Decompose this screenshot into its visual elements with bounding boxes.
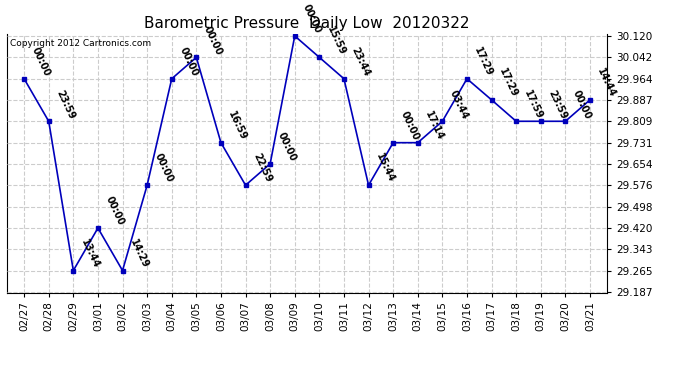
Text: 00:00: 00:00	[276, 131, 298, 163]
Text: 17:59: 17:59	[522, 88, 544, 120]
Text: 23:44: 23:44	[350, 46, 372, 78]
Text: 00:00: 00:00	[399, 110, 421, 142]
Text: Copyright 2012 Cartronics.com: Copyright 2012 Cartronics.com	[10, 39, 151, 48]
Text: 15:44: 15:44	[374, 152, 396, 184]
Text: 00:00: 00:00	[202, 24, 224, 57]
Text: 17:29: 17:29	[473, 46, 495, 78]
Text: 17:29: 17:29	[497, 67, 520, 99]
Text: 00:00: 00:00	[571, 88, 593, 120]
Text: 03:44: 03:44	[448, 88, 470, 120]
Text: 15:59: 15:59	[325, 24, 347, 57]
Text: 00:00: 00:00	[152, 152, 175, 184]
Text: 00:00: 00:00	[300, 3, 322, 35]
Text: 00:00: 00:00	[30, 46, 52, 78]
Text: 22:59: 22:59	[251, 152, 273, 184]
Text: 00:00: 00:00	[177, 46, 199, 78]
Text: 13:44: 13:44	[79, 237, 101, 270]
Text: 00:00: 00:00	[104, 195, 126, 227]
Text: 14:29: 14:29	[128, 237, 150, 270]
Text: 14:44: 14:44	[595, 67, 618, 99]
Title: Barometric Pressure  Daily Low  20120322: Barometric Pressure Daily Low 20120322	[144, 16, 470, 31]
Text: 23:59: 23:59	[546, 88, 569, 120]
Text: 16:59: 16:59	[226, 110, 248, 142]
Text: 23:59: 23:59	[55, 88, 77, 120]
Text: 17:14: 17:14	[424, 110, 446, 142]
